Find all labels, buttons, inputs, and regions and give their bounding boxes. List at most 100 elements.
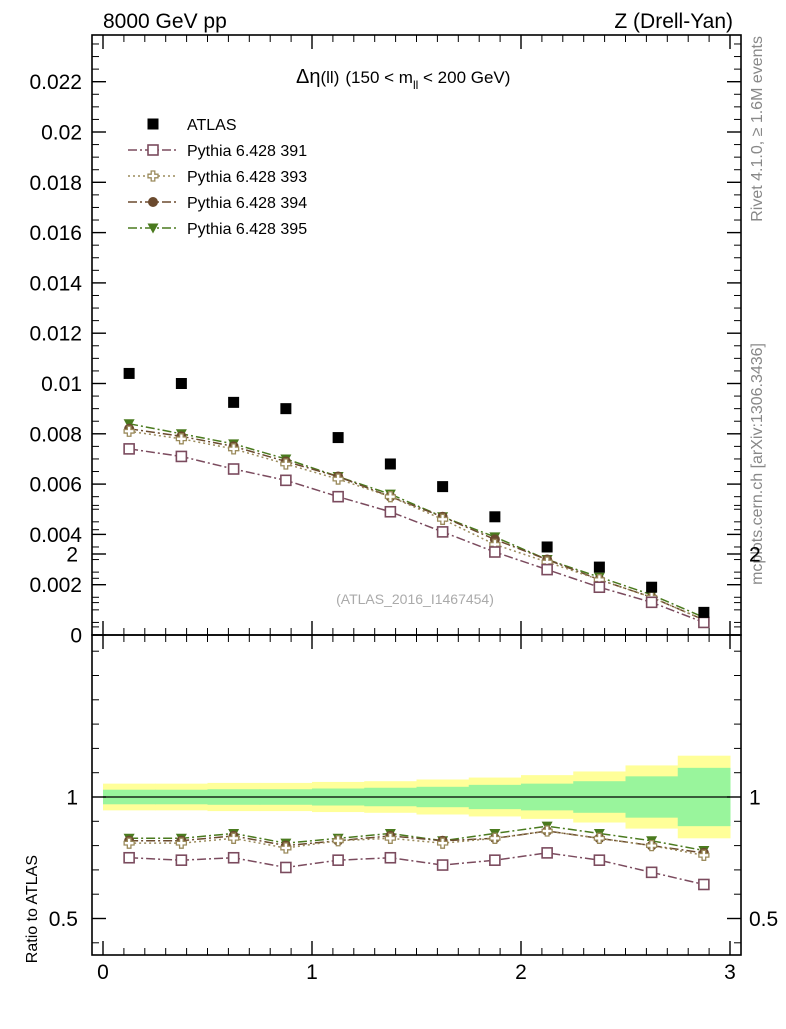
legend-item: Pythia 6.428 395 (128, 221, 307, 238)
ratio-panel: 0.5 0.5 1 1 2 2 0 1 2 3 Ratio to ATLAS (24, 504, 778, 984)
ratio-data-point (227, 832, 240, 844)
series-line (128, 423, 705, 619)
data-point (489, 546, 501, 558)
title-range-close: < 200 GeV) (418, 68, 510, 87)
x-tick-label: 0 (97, 961, 109, 984)
ratio-series-line (129, 825, 705, 852)
legend: ATLAS Pythia 6.428 391 Pythia 6.428 393 Pyt… (128, 117, 307, 238)
ratio-series-line (129, 830, 704, 854)
data-point (123, 425, 135, 437)
data-point (280, 474, 292, 487)
ratio-data-point (593, 832, 606, 844)
legend-label: Pythia 6.428 394 (187, 195, 307, 212)
ratio-data-point (698, 849, 710, 861)
header-right-label: Z (Drell-Yan) (614, 10, 733, 33)
legend-marker (147, 170, 159, 182)
x-tick-label: 2 (515, 961, 527, 984)
legend-item: Pythia 6.428 393 (128, 169, 307, 186)
data-point (593, 561, 605, 573)
data-point (698, 616, 710, 629)
series-line (129, 428, 705, 621)
ratio-data-point (436, 837, 449, 849)
y-tick-label: 0.016 (29, 222, 82, 245)
ratio-data-point (332, 854, 344, 866)
y-tick-label: 0.002 (29, 574, 82, 597)
legend-label: Pythia 6.428 395 (187, 221, 307, 238)
ratio-data-point (384, 851, 397, 864)
ratio-data-point (175, 837, 188, 849)
main-axis-ticks: 0 0.002 0.004 0.006 0.008 0.01 0.012 0.014 0.016… (29, 35, 741, 648)
data-point (332, 432, 344, 444)
title-arg: (ll) (320, 68, 339, 87)
ratio-data-point (123, 837, 135, 849)
ratio-series (123, 821, 710, 891)
data-point (384, 505, 397, 518)
legend-marker (148, 197, 158, 207)
data-point (175, 378, 187, 389)
series-atlas (123, 367, 710, 618)
legend-label: ATLAS (187, 117, 237, 134)
y-tick-label: 0.02 (41, 122, 82, 145)
data-point (437, 481, 449, 493)
ratio-data-point (593, 854, 606, 866)
data-point (436, 526, 449, 538)
y-tick-label: 0.006 (29, 474, 82, 497)
data-point (175, 433, 188, 445)
legend-label: Pythia 6.428 393 (187, 169, 307, 186)
legend-marker (147, 144, 159, 156)
data-point (228, 396, 240, 408)
series-pythia-6-428-391 (123, 443, 710, 629)
data-point (280, 403, 292, 415)
data-point (280, 458, 292, 470)
data-point (384, 491, 397, 503)
ratio-y-tick-label-right: 0.5 (749, 908, 778, 931)
ratio-series-pythia-6-428-393 (123, 825, 710, 861)
ratio-data-point (384, 832, 397, 844)
x-tick-label: 3 (724, 961, 736, 984)
ratio-y-axis-label: Ratio to ATLAS (24, 855, 41, 963)
data-point (541, 563, 553, 576)
y-tick-label: 0.008 (29, 423, 82, 446)
ratio-data-point (541, 825, 553, 837)
y-tick-label: 0.014 (29, 272, 82, 295)
x-tick-label: 1 (306, 961, 318, 984)
title-mass-sub: ll (413, 78, 418, 92)
ratio-data-point (645, 866, 658, 879)
ratio-data-point (175, 854, 188, 866)
data-point (227, 463, 240, 475)
ratio-data-point (436, 859, 449, 871)
analysis-label: (ATLAS_2016_I1467454) (336, 591, 494, 607)
y-tick-label: 0.022 (29, 71, 82, 94)
ratio-series-pythia-6-428-391 (123, 847, 710, 891)
ratio-bands (103, 755, 731, 839)
ratio-y-tick-label: 2 (66, 544, 78, 567)
ratio-data-point (698, 878, 710, 891)
ratio-y-tick-label: 1 (66, 787, 78, 810)
title-range-open: (150 < m (345, 68, 413, 87)
legend-marker (147, 118, 159, 130)
ratio-data-point (332, 835, 344, 847)
legend-item: Pythia 6.428 394 (128, 195, 307, 212)
data-point (123, 367, 135, 379)
ratio-data-point (227, 851, 240, 864)
y-tick-label: 0.018 (29, 172, 82, 195)
y-tick-label: 0 (70, 625, 82, 648)
legend-marker (147, 223, 159, 234)
legend-label: Pythia 6.428 391 (187, 143, 307, 160)
rivet-label: Rivet 4.1.0, ≥ 1.6M events (749, 36, 766, 222)
data-point (645, 596, 658, 609)
main-series (123, 367, 710, 629)
y-tick-label: 0.004 (29, 524, 82, 547)
ratio-data-point (541, 847, 553, 859)
mcplots-label: mcplots.cern.ch [arXiv:1306.3436] (749, 343, 766, 585)
ratio-y-tick-label: 0.5 (49, 908, 78, 931)
ratio-series-line (129, 852, 705, 886)
data-point (541, 541, 553, 553)
data-point (646, 581, 658, 593)
ratio-y-tick-label-right: 2 (749, 544, 761, 567)
ratio-frame (91, 634, 742, 956)
ratio-series-line (129, 830, 705, 857)
data-point (436, 513, 449, 525)
legend-item: Pythia 6.428 391 (128, 143, 307, 160)
